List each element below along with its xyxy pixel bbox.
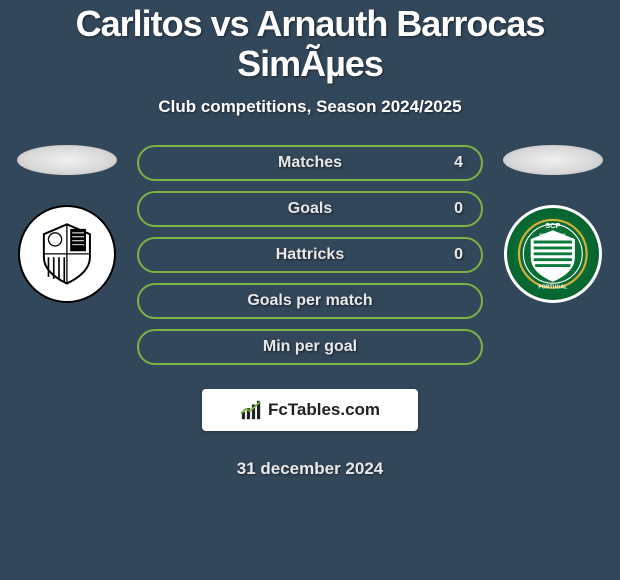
page-subtitle: Club competitions, Season 2024/2025 [0,97,620,117]
brand-name: FcTables.com [268,400,380,420]
comparison-container: Carlitos vs Arnauth Barrocas SimÃµes Clu… [0,0,620,580]
svg-text:PORTUGAL: PORTUGAL [539,285,568,291]
stat-value: 0 [454,200,463,218]
content-row: Matches 4 Goals 0 Hattricks 0 Goals per … [0,145,620,479]
date-text: 31 december 2024 [137,459,483,479]
stat-label: Goals per match [247,292,372,310]
left-club-badge [18,205,116,303]
right-club-badge: SCP PORTUGAL SPORTING [504,205,602,303]
stat-value: 0 [454,246,463,264]
sporting-crest-icon: SCP PORTUGAL SPORTING [516,217,590,291]
svg-text:SPORTING: SPORTING [540,234,567,240]
right-player-photo [503,145,603,175]
stat-row-matches: Matches 4 [137,145,483,181]
stat-value: 4 [454,154,463,172]
right-player-column: SCP PORTUGAL SPORTING [493,145,613,303]
stat-label: Min per goal [263,338,357,356]
stat-label: Hattricks [276,246,344,264]
stat-label: Goals [288,200,332,218]
brand-logo-box[interactable]: FcTables.com [202,389,418,431]
stats-column: Matches 4 Goals 0 Hattricks 0 Goals per … [137,145,483,479]
bar-chart-icon [240,399,262,421]
stat-row-goals-per-match: Goals per match [137,283,483,319]
stat-label: Matches [278,154,342,172]
stat-row-hattricks: Hattricks 0 [137,237,483,273]
vitoria-crest-icon [34,221,100,287]
left-player-column [7,145,127,303]
svg-text:SCP: SCP [545,221,560,230]
stat-row-goals: Goals 0 [137,191,483,227]
left-player-photo [17,145,117,175]
page-title: Carlitos vs Arnauth Barrocas SimÃµes [0,4,620,83]
stat-row-min-per-goal: Min per goal [137,329,483,365]
